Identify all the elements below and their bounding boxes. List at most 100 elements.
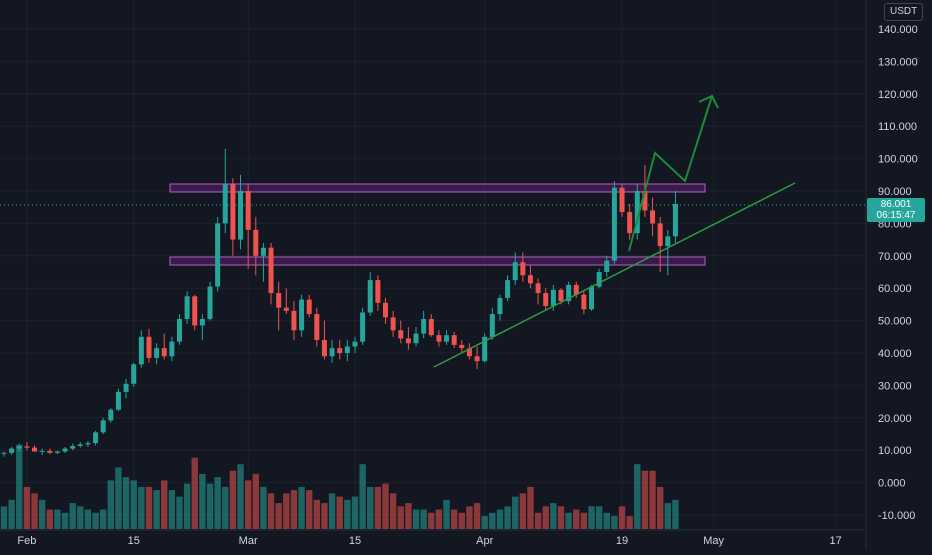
- candle[interactable]: [77, 444, 83, 446]
- candle[interactable]: [566, 284, 572, 302]
- candle[interactable]: [352, 341, 358, 347]
- volume-bar: [244, 480, 252, 529]
- candle[interactable]: [589, 286, 595, 310]
- candle[interactable]: [550, 289, 556, 307]
- candle[interactable]: [421, 318, 427, 334]
- volume-bar: [38, 499, 46, 529]
- candle[interactable]: [16, 446, 22, 449]
- candle[interactable]: [596, 272, 602, 287]
- candle[interactable]: [451, 335, 457, 345]
- candle[interactable]: [390, 317, 396, 331]
- candle[interactable]: [482, 336, 488, 362]
- candle[interactable]: [405, 338, 411, 344]
- candle[interactable]: [238, 191, 244, 240]
- currency-label[interactable]: USDT: [884, 3, 924, 21]
- candle[interactable]: [123, 383, 129, 392]
- candle[interactable]: [146, 336, 152, 358]
- candle[interactable]: [314, 314, 320, 341]
- candle[interactable]: [444, 335, 450, 342]
- support-zone[interactable]: [169, 256, 706, 266]
- candle[interactable]: [543, 293, 549, 307]
- candle[interactable]: [154, 348, 160, 358]
- candle[interactable]: [70, 445, 76, 449]
- candle[interactable]: [138, 336, 144, 365]
- candle[interactable]: [329, 348, 335, 357]
- candle[interactable]: [260, 247, 266, 256]
- candle[interactable]: [634, 191, 640, 234]
- candle[interactable]: [93, 432, 99, 444]
- candle[interactable]: [39, 450, 45, 452]
- candle[interactable]: [108, 409, 114, 421]
- candle[interactable]: [573, 284, 579, 295]
- volume-bar: [550, 503, 557, 529]
- candle[interactable]: [276, 293, 282, 308]
- candle[interactable]: [253, 229, 259, 256]
- candle[interactable]: [32, 447, 38, 452]
- candle[interactable]: [62, 448, 68, 452]
- candle[interactable]: [665, 236, 671, 247]
- candle[interactable]: [85, 443, 91, 445]
- candle[interactable]: [428, 318, 434, 336]
- candle[interactable]: [215, 223, 221, 287]
- candle[interactable]: [24, 446, 30, 448]
- candle[interactable]: [47, 450, 53, 453]
- candle[interactable]: [558, 289, 564, 302]
- candle[interactable]: [1, 452, 7, 454]
- resistance-zone[interactable]: [169, 183, 706, 193]
- candle[interactable]: [337, 348, 343, 353]
- candle[interactable]: [413, 333, 419, 344]
- candle[interactable]: [54, 451, 60, 453]
- candle[interactable]: [512, 262, 518, 281]
- candle[interactable]: [611, 187, 617, 261]
- candle[interactable]: [245, 191, 251, 230]
- candle[interactable]: [657, 223, 663, 247]
- candle[interactable]: [375, 280, 381, 303]
- candle[interactable]: [283, 307, 289, 311]
- candle[interactable]: [115, 391, 121, 410]
- candle[interactable]: [459, 344, 465, 349]
- candle[interactable]: [489, 314, 495, 337]
- candle[interactable]: [291, 310, 297, 331]
- candle[interactable]: [535, 283, 541, 294]
- candle[interactable]: [131, 364, 137, 384]
- candle[interactable]: [321, 340, 327, 357]
- ascending-trendline[interactable]: [433, 182, 796, 368]
- candle[interactable]: [619, 187, 625, 213]
- volume-bar: [214, 477, 221, 529]
- candle[interactable]: [184, 296, 190, 319]
- candle[interactable]: [360, 312, 366, 342]
- candle[interactable]: [176, 318, 182, 342]
- candle[interactable]: [650, 210, 656, 224]
- candle[interactable]: [367, 280, 373, 313]
- candle[interactable]: [398, 330, 404, 339]
- candle[interactable]: [299, 299, 305, 331]
- candle[interactable]: [466, 348, 472, 357]
- candle[interactable]: [436, 335, 442, 342]
- projection-path[interactable]: [628, 95, 713, 252]
- candle[interactable]: [268, 247, 274, 294]
- candle[interactable]: [383, 302, 388, 318]
- candle[interactable]: [100, 420, 106, 433]
- candle[interactable]: [306, 299, 312, 315]
- candle[interactable]: [230, 184, 236, 240]
- candle[interactable]: [169, 341, 175, 357]
- candle[interactable]: [199, 318, 205, 326]
- candle[interactable]: [505, 280, 511, 298]
- candle[interactable]: [222, 184, 228, 224]
- candle[interactable]: [581, 294, 587, 310]
- candle[interactable]: [474, 356, 480, 362]
- candle[interactable]: [627, 212, 633, 234]
- candle[interactable]: [9, 448, 15, 453]
- candle[interactable]: [161, 348, 167, 357]
- candle[interactable]: [344, 346, 350, 353]
- candle[interactable]: [527, 275, 533, 284]
- candle[interactable]: [207, 286, 213, 319]
- candle[interactable]: [520, 262, 526, 276]
- candle[interactable]: [192, 296, 198, 326]
- candle[interactable]: [642, 191, 648, 211]
- candle[interactable]: [497, 297, 503, 315]
- candle[interactable]: [604, 260, 610, 272]
- candle[interactable]: [672, 203, 678, 237]
